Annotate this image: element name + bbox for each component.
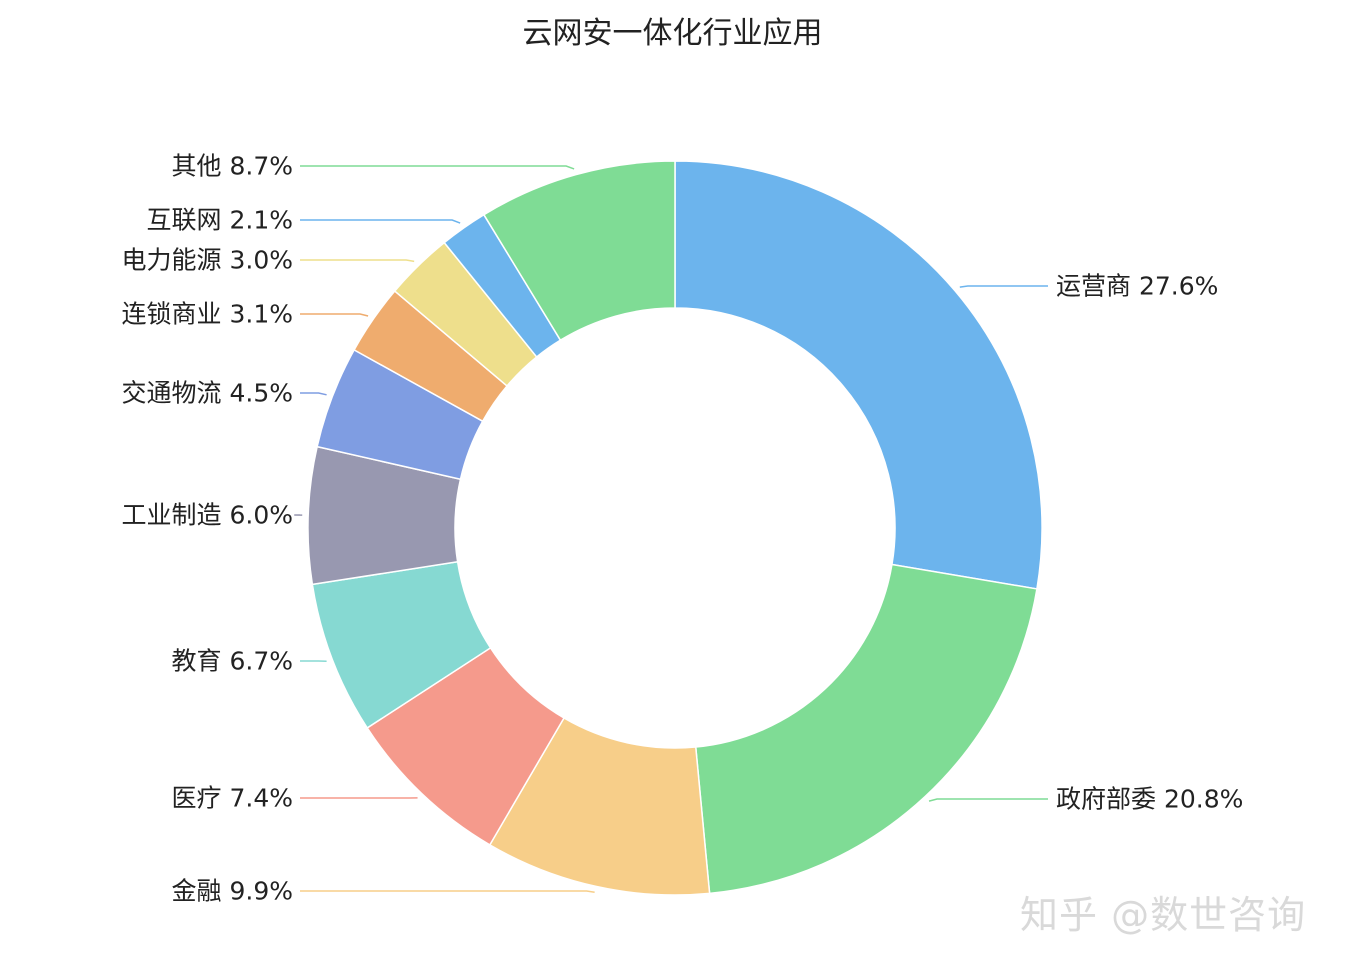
leader-line-10 <box>300 165 575 170</box>
leader-line-8 <box>300 259 415 263</box>
slice-label-6: 交通物流 4.5% <box>122 379 293 408</box>
leader-line-9 <box>300 219 461 224</box>
slice-label-3: 医疗 7.4% <box>172 784 293 813</box>
slice-0[interactable] <box>674 160 1043 590</box>
slice-10[interactable] <box>482 160 676 342</box>
slice-label-5: 工业制造 6.0% <box>122 501 293 530</box>
slice-label-9: 互联网 2.1% <box>147 206 293 235</box>
leader-line-1 <box>928 798 1048 802</box>
chart-title: 云网安一体化行业应用 <box>522 16 823 51</box>
slice-label-7: 连锁商业 3.1% <box>122 300 293 329</box>
slice-label-1: 政府部委 20.8% <box>1056 785 1243 814</box>
slice-label-4: 教育 6.7% <box>172 647 293 676</box>
slice-label-0: 运营商 27.6% <box>1056 272 1218 301</box>
slice-1[interactable] <box>694 563 1038 895</box>
leader-line-6 <box>300 392 327 396</box>
leader-line-2 <box>300 890 595 893</box>
slice-label-10: 其他 8.7% <box>172 152 293 181</box>
watermark-text: 知乎 @数世咨询 <box>1020 893 1307 937</box>
leader-line-0 <box>959 285 1048 288</box>
slice-label-8: 电力能源 3.0% <box>122 246 293 275</box>
leader-line-7 <box>300 313 369 317</box>
slice-label-2: 金融 9.9% <box>172 877 293 906</box>
